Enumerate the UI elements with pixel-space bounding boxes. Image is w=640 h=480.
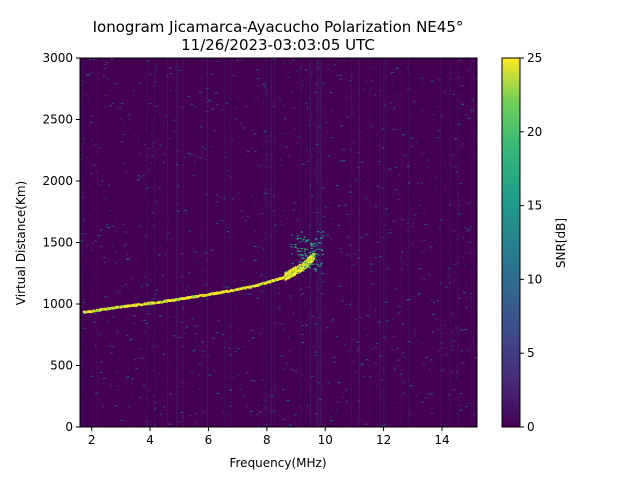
y-tick-label: 2000 — [42, 174, 73, 188]
x-tick-label: 10 — [318, 433, 333, 447]
y-tick-label: 0 — [65, 420, 73, 434]
x-axis-label: Frequency(MHz) — [229, 456, 326, 470]
x-tick-label: 2 — [88, 433, 96, 447]
colorbar-tick-label: 25 — [527, 51, 542, 65]
heatmap-background — [80, 58, 477, 427]
y-tick-label: 1500 — [42, 236, 73, 250]
chart-subtitle: 11/26/2023-03:03:05 UTC — [181, 36, 375, 54]
x-tick-label: 6 — [205, 433, 213, 447]
y-axis-label: Virtual Distance(Km) — [14, 181, 28, 305]
colorbar-ticks: 0 5 10 15 20 25 — [520, 51, 542, 434]
colorbar-tick-label: 5 — [527, 346, 535, 360]
colorbar-label: SNR[dB] — [554, 218, 568, 268]
x-tick-label: 14 — [434, 433, 449, 447]
y-tick-label: 1000 — [42, 297, 73, 311]
y-tick-label: 500 — [50, 359, 73, 373]
colorbar: 0 5 10 15 20 25 SNR[dB] — [501, 51, 568, 434]
colorbar-gradient — [501, 57, 521, 428]
y-tick-label: 3000 — [42, 51, 73, 65]
x-axis-ticks: 2 4 6 8 10 12 14 — [88, 427, 450, 447]
echo-trace — [82, 230, 325, 314]
plot-area — [79, 57, 478, 428]
y-tick-label: 2500 — [42, 113, 73, 127]
colorbar-tick-label: 15 — [527, 199, 542, 213]
x-tick-label: 4 — [146, 433, 154, 447]
x-tick-label: 8 — [263, 433, 271, 447]
y-axis-ticks: 0 500 1000 1500 2000 2500 3000 — [42, 51, 80, 434]
colorbar-tick-label: 20 — [527, 125, 542, 139]
x-tick-label: 12 — [376, 433, 391, 447]
chart-title: Ionogram Jicamarca-Ayacucho Polarization… — [93, 18, 464, 36]
colorbar-tick-label: 10 — [527, 272, 542, 286]
colorbar-tick-label: 0 — [527, 420, 535, 434]
